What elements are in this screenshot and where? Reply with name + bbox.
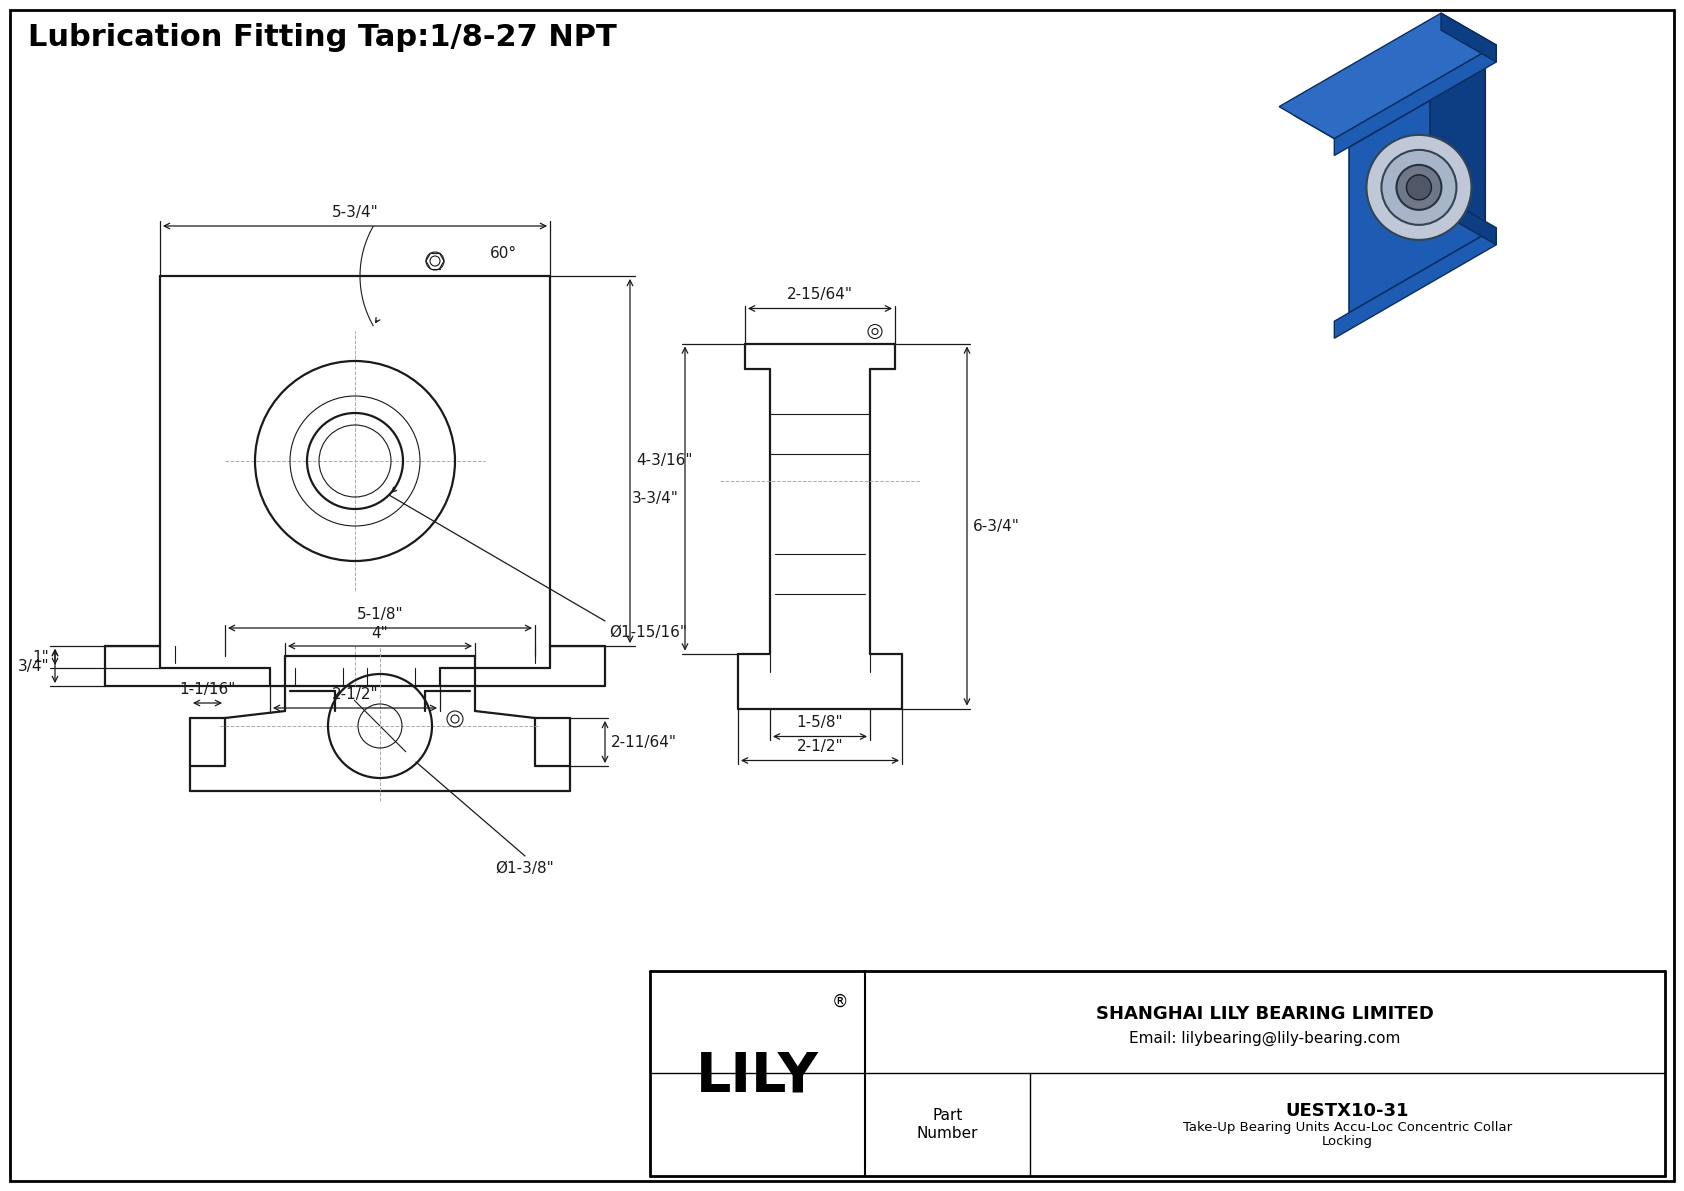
Ellipse shape (1396, 164, 1442, 210)
Text: LILY: LILY (695, 1049, 818, 1104)
Polygon shape (1442, 195, 1497, 244)
Text: 1": 1" (32, 649, 49, 665)
Text: 2-11/64": 2-11/64" (611, 735, 677, 749)
Text: Ø1-3/8": Ø1-3/8" (495, 861, 554, 877)
Text: 60°: 60° (490, 247, 517, 261)
Text: 6-3/4": 6-3/4" (973, 518, 1021, 534)
Ellipse shape (1381, 150, 1457, 225)
Text: 1-1/16": 1-1/16" (179, 682, 236, 697)
Text: 3/4": 3/4" (17, 659, 49, 673)
Text: UESTX10-31: UESTX10-31 (1287, 1102, 1410, 1120)
Polygon shape (1430, 37, 1485, 235)
Text: 4-3/16": 4-3/16" (637, 454, 692, 468)
Text: 1-5/8": 1-5/8" (797, 716, 844, 730)
Text: 4": 4" (372, 626, 389, 641)
Polygon shape (1293, 37, 1485, 146)
Text: 3-3/4": 3-3/4" (632, 491, 679, 506)
Text: 2-1/2": 2-1/2" (797, 740, 844, 755)
Text: Lubrication Fitting Tap:1/8-27 NPT: Lubrication Fitting Tap:1/8-27 NPT (29, 24, 616, 52)
Polygon shape (1280, 13, 1497, 138)
Text: SHANGHAI LILY BEARING LIMITED: SHANGHAI LILY BEARING LIMITED (1096, 1005, 1435, 1023)
Polygon shape (1334, 227, 1497, 338)
Text: 5-3/4": 5-3/4" (332, 205, 379, 220)
Ellipse shape (1406, 175, 1431, 200)
Polygon shape (1349, 68, 1485, 313)
Text: 5-1/8": 5-1/8" (357, 607, 402, 622)
Ellipse shape (1366, 135, 1472, 239)
Text: ®: ® (832, 993, 849, 1011)
Polygon shape (1442, 13, 1497, 62)
Text: Email: lilybearing@lily-bearing.com: Email: lilybearing@lily-bearing.com (1130, 1030, 1401, 1046)
Text: 2-15/64": 2-15/64" (786, 287, 854, 303)
Polygon shape (1334, 45, 1497, 156)
Text: Part
Number: Part Number (916, 1109, 978, 1141)
Text: Ø1-15/16": Ø1-15/16" (610, 625, 687, 640)
Text: 2-1/2": 2-1/2" (332, 687, 379, 701)
Text: Take-Up Bearing Units Accu-Loc Concentric Collar
Locking: Take-Up Bearing Units Accu-Loc Concentri… (1182, 1121, 1512, 1148)
